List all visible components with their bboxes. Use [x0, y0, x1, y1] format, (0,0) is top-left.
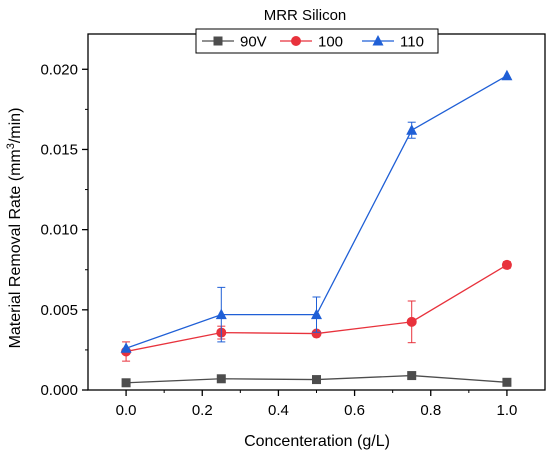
y-tick-label: 0.020 [40, 61, 78, 78]
data-point [502, 377, 512, 387]
legend-item-90v: 90V [202, 34, 267, 51]
x-tick-label: 0.4 [268, 402, 289, 419]
x-tick-label: 0.0 [116, 402, 137, 419]
x-axis: 0.0 0.2 0.4 0.6 0.8 1.0 [116, 390, 517, 419]
data-point [406, 124, 418, 135]
legend-marker [213, 36, 223, 46]
data-point [121, 378, 131, 388]
legend-box [195, 28, 439, 54]
data-point [215, 308, 227, 320]
data-point [311, 308, 322, 320]
x-tick-label: 0.6 [344, 402, 365, 419]
y-tick-label: 0.005 [40, 302, 78, 319]
legend-title: MRR Silicon [264, 7, 347, 24]
data-point [120, 342, 132, 353]
data-point [311, 328, 322, 339]
x-tick-label: 0.2 [192, 402, 213, 419]
legend-marker [372, 35, 384, 46]
series-110 [120, 69, 513, 353]
x-tick-label: 0.8 [420, 402, 441, 419]
y-axis-title-main: Material Removal Rate (mm [7, 149, 24, 348]
y-axis-title-end: /min) [7, 108, 24, 144]
data-point [407, 371, 417, 381]
y-tick-label: 0.000 [40, 382, 78, 399]
data-point [406, 316, 417, 327]
y-tick-label: 0.010 [40, 222, 78, 239]
legend-label: 100 [318, 34, 343, 51]
legend-item-100: 100 [280, 34, 343, 51]
legend: 90V 100 110 [195, 28, 439, 54]
data-point [501, 259, 512, 270]
series-100 [121, 259, 512, 362]
legend-marker [291, 36, 301, 46]
data-point [312, 375, 321, 385]
data-point [216, 374, 226, 384]
series-layer [120, 69, 513, 388]
series-90v [121, 371, 512, 388]
legend-item-110: 110 [362, 34, 424, 51]
y-tick-label: 0.015 [40, 141, 78, 158]
legend-label: 90V [240, 34, 267, 51]
legend-label: 110 [400, 34, 424, 51]
y-axis-title-sup: 3 [5, 143, 17, 149]
data-point [501, 69, 513, 81]
x-tick-label: 1.0 [496, 402, 517, 419]
y-axis: 0.000 0.005 0.010 0.015 0.020 [40, 61, 88, 399]
y-axis-title: Material Removal Rate (mm3/min) [5, 108, 24, 349]
x-axis-title: Concenteration (g/L) [244, 433, 390, 450]
